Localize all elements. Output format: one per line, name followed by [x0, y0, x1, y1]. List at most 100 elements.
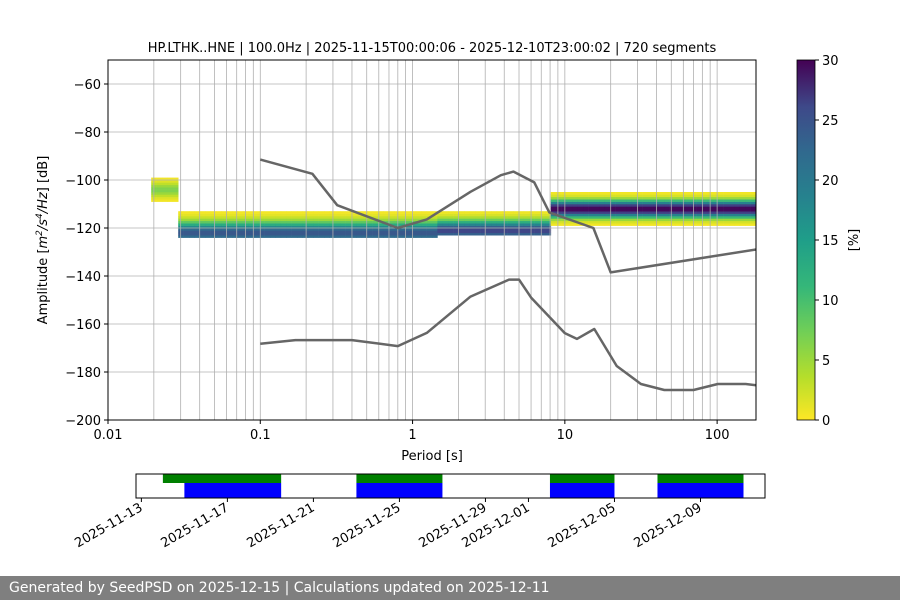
psd-cell	[464, 230, 471, 234]
psd-cell	[723, 208, 730, 212]
psd-cell	[621, 192, 627, 195]
psd-cell	[750, 194, 756, 198]
psd-cell	[556, 211, 562, 214]
psd-cell	[345, 223, 352, 226]
psd-cell	[513, 228, 519, 231]
psd-cell	[480, 223, 487, 226]
psd-cell	[210, 232, 217, 236]
psd-cell	[577, 204, 584, 207]
psd-cell	[361, 230, 368, 234]
psd-cell	[388, 230, 395, 234]
psd-cell	[259, 230, 265, 234]
psd-cell	[550, 192, 557, 195]
psd-cell	[275, 216, 282, 219]
psd-cell	[329, 225, 336, 229]
psd-cell	[648, 220, 654, 224]
psd-cell	[550, 206, 557, 210]
psd-cell	[410, 230, 417, 234]
psd-cell	[378, 225, 384, 229]
psd-cell	[550, 201, 557, 205]
psd-cell	[648, 208, 654, 212]
psd-cell	[518, 213, 525, 217]
psd-cell	[577, 213, 584, 217]
psd-cell	[421, 220, 427, 224]
psd-cell	[437, 223, 444, 226]
psd-cell	[410, 211, 417, 214]
psd-cell	[664, 213, 670, 217]
psd-cell	[626, 220, 633, 224]
psd-cell	[280, 211, 287, 214]
psd-cell	[399, 228, 406, 231]
psd-cell	[480, 230, 487, 234]
psd-cell	[691, 211, 697, 214]
psd-cell	[637, 208, 643, 212]
psd-cell	[540, 228, 546, 231]
psd-cell	[669, 201, 676, 205]
psd-cell	[448, 220, 454, 224]
psd-cell	[750, 199, 756, 202]
psd-cell	[415, 211, 422, 214]
x-axis-ticks: 0.01 0.1 1 10 100	[94, 420, 730, 443]
psd-cell	[237, 228, 244, 231]
psd-cell	[583, 206, 589, 210]
colorbar-ticks: 0 5 10 15 20 25 30	[815, 54, 839, 429]
psd-cell	[572, 211, 579, 214]
psd-cell	[696, 208, 703, 212]
psd-cell	[189, 232, 195, 236]
psd-cell	[664, 218, 670, 222]
psd-cell	[345, 211, 352, 214]
psd-cell	[675, 211, 681, 214]
psd-cell	[216, 232, 222, 236]
psd-cell	[437, 216, 444, 219]
psd-cell	[221, 232, 228, 236]
psd-cell	[621, 201, 627, 205]
psd-cell	[642, 206, 649, 210]
psd-cell	[216, 225, 222, 229]
psd-cell	[702, 199, 708, 202]
psd-cell	[567, 196, 573, 200]
psd-cell	[378, 216, 384, 219]
psd-cell	[205, 216, 211, 219]
psd-cell	[480, 225, 487, 229]
psd-cell	[340, 213, 346, 217]
psd-cell	[334, 225, 341, 229]
psd-cell	[750, 208, 756, 212]
psd-cell	[351, 228, 357, 231]
psd-cell	[567, 201, 573, 205]
psd-cell	[172, 192, 179, 195]
psd-cell	[469, 228, 476, 231]
psd-cell	[194, 228, 201, 231]
psd-cell	[550, 208, 557, 212]
psd-cell	[361, 223, 368, 226]
psd-cell	[199, 220, 206, 224]
psd-cell	[610, 216, 616, 219]
psd-cell	[216, 213, 222, 217]
psd-cell	[486, 218, 492, 222]
psd-cell	[604, 204, 611, 207]
psd-cell	[685, 213, 692, 217]
psd-cell	[745, 208, 751, 212]
psd-cell	[615, 192, 622, 195]
psd-cell	[237, 220, 244, 224]
psd-cell	[567, 208, 573, 212]
psd-cell	[723, 223, 730, 226]
psd-cell	[394, 216, 400, 219]
psd-cell	[464, 218, 471, 222]
psd-cell	[302, 235, 309, 238]
psd-cell	[675, 204, 681, 207]
psd-cell	[286, 213, 292, 217]
psd-cell	[421, 230, 427, 234]
plot-background	[108, 60, 756, 420]
psd-cell	[448, 228, 454, 231]
psd-cell	[496, 225, 503, 229]
psd-cell	[453, 225, 460, 229]
psd-cell	[194, 230, 201, 234]
psd-cell	[291, 228, 298, 231]
psd-cell	[696, 194, 703, 198]
psd-cell	[421, 228, 427, 231]
psd-cell	[685, 216, 692, 219]
psd-cell	[210, 230, 217, 234]
psd-cell	[610, 223, 616, 226]
psd-cell	[378, 213, 384, 217]
